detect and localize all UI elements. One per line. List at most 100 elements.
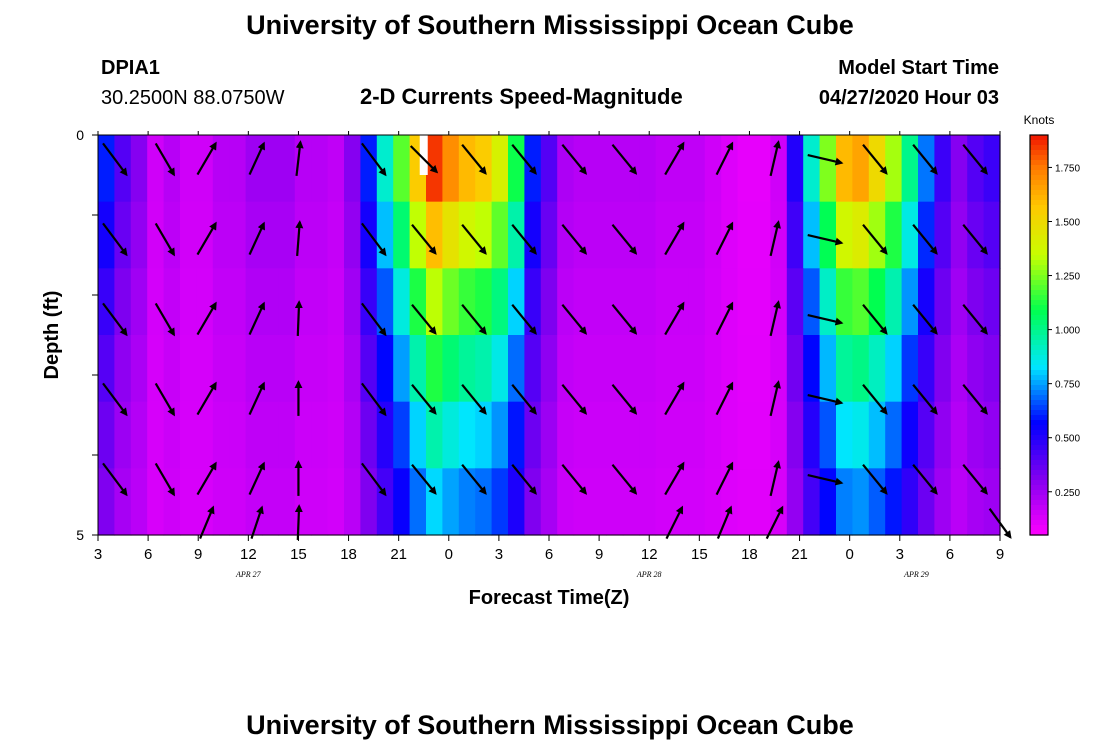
current-vector <box>102 302 128 337</box>
heatmap-cell <box>852 468 870 536</box>
x-tick-label: 21 <box>390 546 407 563</box>
colorbar-tick-label: 1.000 <box>1055 326 1080 337</box>
heatmap-cell <box>885 468 903 536</box>
heatmap-cell <box>458 468 476 536</box>
current-vector <box>411 384 437 415</box>
heatmap-cell <box>819 468 837 536</box>
heatmap-cell <box>557 335 575 403</box>
heatmap-cell <box>819 401 837 469</box>
current-vector <box>862 144 888 175</box>
heatmap-cell <box>163 468 181 536</box>
colorbar-segment <box>1030 215 1048 221</box>
heatmap-cell <box>754 135 771 203</box>
heatmap-cell <box>721 201 739 269</box>
colorbar-segment <box>1030 405 1048 411</box>
heatmap-cell <box>344 268 361 336</box>
heatmap-cell <box>688 135 706 203</box>
heatmap-cell <box>901 468 919 536</box>
heatmap-cell <box>704 335 722 403</box>
current-vector <box>154 462 175 497</box>
current-vector <box>769 380 781 417</box>
heatmap-cell <box>737 468 755 536</box>
date-label: APR 28 <box>636 570 662 579</box>
heatmap-cell <box>442 268 460 336</box>
heatmap-cell <box>196 201 214 269</box>
x-tick-label: 6 <box>144 546 152 563</box>
colorbar-segment <box>1030 470 1048 476</box>
heatmap-cell <box>508 201 525 269</box>
heatmap-cell <box>262 401 279 469</box>
heatmap-cell <box>573 335 591 403</box>
heatmap-cell <box>950 201 968 269</box>
heatmap-cell <box>672 135 689 203</box>
heatmap-cell <box>98 135 115 203</box>
colorbar-segment <box>1030 280 1048 286</box>
heatmap-cell <box>491 401 509 469</box>
heatmap-cell <box>901 201 919 269</box>
heatmap-cell <box>344 201 361 269</box>
heatmap-cell <box>458 201 476 269</box>
heatmap-cell <box>524 268 542 336</box>
heatmap-cell <box>130 335 148 403</box>
x-tick-label: 0 <box>845 546 853 563</box>
current-vector <box>715 221 734 256</box>
heatmap-cell <box>557 468 575 536</box>
heatmap-cell <box>836 468 853 536</box>
x-tick-label: 3 <box>896 546 904 563</box>
model-start-time: 04/27/2020 Hour 03 <box>818 87 999 109</box>
colorbar-segment <box>1030 455 1048 461</box>
current-vector <box>862 464 888 495</box>
x-tick-label: 6 <box>545 546 553 563</box>
colorbar-segment <box>1030 270 1048 276</box>
current-vector <box>411 224 437 255</box>
heatmap-cell <box>622 335 640 403</box>
heatmap-cell <box>573 201 591 269</box>
heatmap-cell <box>868 401 886 469</box>
current-vector <box>196 381 217 416</box>
current-vector <box>361 222 387 257</box>
heatmap-cell <box>196 335 214 403</box>
heatmap-cell <box>344 401 361 469</box>
heatmap-cell <box>212 201 230 269</box>
heatmap-cell <box>639 268 657 336</box>
current-vector <box>912 384 938 415</box>
heatmap-cell <box>327 335 345 403</box>
colorbar-segment <box>1030 445 1048 451</box>
heatmap-cell <box>868 335 886 403</box>
heatmap-cell <box>180 268 197 336</box>
colorbar-segment <box>1030 480 1048 486</box>
heatmap-cell <box>262 335 279 403</box>
heatmap-cell <box>475 201 493 269</box>
colorbar-segment <box>1030 295 1048 301</box>
heatmap-cell <box>393 468 411 536</box>
heatmap-cell <box>836 335 853 403</box>
heatmap-cell <box>426 201 443 269</box>
colorbar-segment <box>1030 170 1048 176</box>
heatmap-cell <box>229 135 247 203</box>
current-vector <box>862 304 888 335</box>
current-vector <box>102 382 128 417</box>
heatmap-cell <box>114 401 132 469</box>
heatmap-cell <box>983 401 1001 469</box>
current-vector <box>511 464 537 495</box>
current-vector <box>611 464 638 495</box>
heatmap-cell <box>278 468 296 536</box>
heatmap-cell <box>852 401 870 469</box>
heatmap-cell <box>376 268 394 336</box>
colorbar-segment <box>1030 465 1048 471</box>
heatmap-cell <box>540 135 558 203</box>
current-vector <box>250 505 264 539</box>
colorbar-segment <box>1030 175 1048 181</box>
heatmap-cell <box>311 468 329 536</box>
heatmap-cell <box>885 135 903 203</box>
colorbar-segment <box>1030 415 1048 421</box>
current-vector <box>154 142 175 177</box>
heatmap-cell <box>524 468 542 536</box>
heatmap-cell <box>130 468 148 536</box>
heatmap-cell <box>426 468 443 536</box>
heatmap-cell <box>311 268 329 336</box>
current-vector <box>664 301 685 336</box>
heatmap-cell <box>376 401 394 469</box>
current-vector <box>962 464 988 495</box>
current-vector <box>769 140 781 177</box>
